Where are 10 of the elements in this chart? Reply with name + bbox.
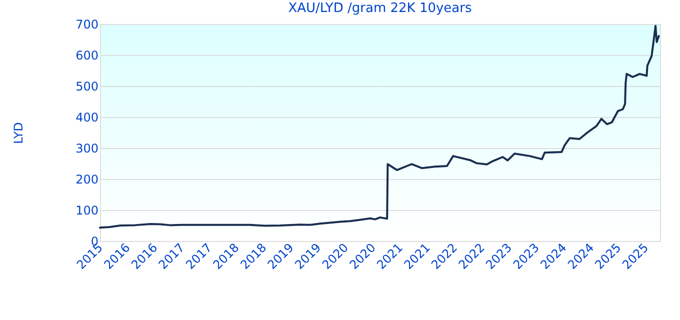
line-series <box>99 24 660 229</box>
y-tick-label: 700 <box>76 18 98 32</box>
chart-title: XAU/LYD /gram 22K 10years <box>288 1 472 16</box>
y-axis-title: LYD <box>12 122 26 144</box>
y-tick-label: 100 <box>76 204 98 218</box>
y-tick-label: 200 <box>76 172 98 186</box>
y-tick-label: 300 <box>76 142 98 156</box>
y-tick-label: 600 <box>76 48 98 62</box>
y-tick-label: 400 <box>76 110 98 124</box>
y-tick-label: 500 <box>76 80 98 94</box>
